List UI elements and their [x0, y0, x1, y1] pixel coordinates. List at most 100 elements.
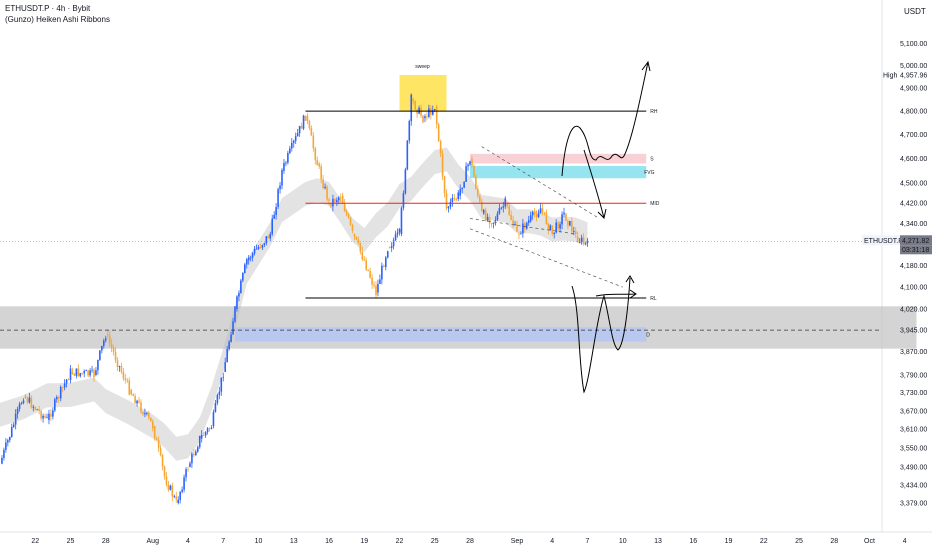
price-tick-label: 5,000.00 [900, 63, 927, 70]
price-tick-label: 3,670.00 [900, 408, 927, 415]
candle-body [349, 217, 352, 226]
candle-body [153, 426, 156, 439]
candle-body [302, 115, 305, 129]
candle-body [124, 378, 127, 380]
price-tick-label: 3,790.00 [900, 372, 927, 379]
candle-body [400, 207, 403, 234]
candle-body [48, 413, 50, 420]
candle-body [574, 231, 577, 235]
candle-body [541, 208, 544, 213]
candle-body [412, 99, 415, 102]
candle-body [388, 247, 391, 248]
candle-body [120, 366, 123, 372]
candle-body [10, 427, 13, 437]
candle-body [529, 215, 532, 222]
candle-body [504, 198, 507, 207]
candle-body [428, 108, 430, 117]
candle-body [551, 225, 554, 235]
candle-body [234, 306, 236, 322]
candle-body [498, 208, 501, 214]
candle-body [300, 125, 303, 129]
time-tick-label: 22 [31, 538, 39, 545]
candle-body [535, 214, 538, 217]
candle-body [185, 469, 187, 478]
candle-body [218, 391, 221, 395]
projection-arrow-right [595, 293, 637, 297]
candle-body [159, 447, 162, 456]
time-tick-label: 28 [102, 538, 110, 545]
indicator-title[interactable]: (Gunzo) Heiken Ashi Ribbons [5, 15, 110, 24]
candle-body [179, 491, 181, 500]
candle-body [95, 370, 97, 375]
candle-body [347, 214, 350, 218]
price-axis[interactable]: 5,100.00 5,000.00 4,900.00 4,800.00 4,700.00… [900, 41, 927, 507]
candle-body [138, 400, 140, 403]
candle-body [502, 206, 505, 208]
candle-body [67, 379, 70, 381]
candle-body [525, 222, 528, 229]
mid-label: MID [650, 201, 660, 207]
candle-body [32, 406, 35, 408]
candle-body [36, 409, 39, 411]
candle-body [341, 195, 344, 204]
time-tick-label: 25 [431, 538, 439, 545]
candle-body [281, 170, 283, 186]
range-low-label: RL [650, 296, 657, 302]
candle-body [582, 237, 585, 244]
candle-body [420, 107, 422, 116]
candle-body [73, 373, 76, 376]
candle-body [142, 411, 144, 415]
candle-body [20, 403, 23, 404]
candle-body [251, 253, 254, 258]
candle-body [402, 193, 405, 208]
candle-body [87, 370, 89, 376]
countdown-badge-bg [900, 245, 932, 255]
symbol-badge: ETHUSDT.P [864, 238, 903, 245]
candle-body [339, 197, 342, 199]
candles [1, 93, 589, 505]
candle-body [136, 400, 138, 404]
time-tick-label: 16 [325, 538, 333, 545]
candle-body [79, 373, 82, 377]
candle-body [424, 116, 426, 119]
time-axis[interactable]: 22 25 28 Aug 4 7 10 13 16 19 22 25 28 Sep 4 7 10 13 16 19 22… [31, 538, 906, 545]
candle-body [77, 368, 80, 377]
candle-body [189, 463, 191, 467]
last-price-badge: 4,271.82 [902, 238, 929, 245]
candle-body [527, 220, 530, 223]
symbol-badge-bg [862, 235, 900, 246]
candle-body [516, 224, 518, 232]
time-tick-label: 13 [654, 538, 662, 545]
candle-body [1, 457, 3, 464]
price-tick-label: 4,420.00 [900, 201, 927, 208]
candle-body [343, 203, 346, 212]
candle-body [283, 162, 285, 171]
channel-upper-line [481, 146, 600, 219]
candle-body [539, 208, 542, 214]
candle-body [118, 366, 121, 367]
candle-body [449, 202, 452, 207]
candle-body [52, 410, 54, 417]
candle-body [71, 371, 74, 374]
candle-body [104, 338, 107, 341]
candle-body [204, 431, 207, 436]
projection-bearish-path [571, 277, 631, 394]
candle-body [475, 176, 477, 189]
candle-body [586, 240, 589, 243]
candle-body [381, 265, 383, 280]
candle-body [576, 236, 579, 243]
currency-label[interactable]: USDT [904, 7, 926, 16]
time-tick-label: 22 [396, 538, 404, 545]
candle-body [93, 369, 95, 378]
candle-body [236, 296, 238, 310]
candle-body [494, 219, 497, 222]
candle-body [318, 163, 321, 167]
candle-body [44, 415, 46, 418]
projection-arrow-head-up [641, 60, 651, 72]
candle-body [304, 115, 307, 121]
candle-body [101, 345, 103, 351]
candle-body [257, 247, 260, 249]
symbol-title[interactable]: ETHUSDT.P · 4h · Bybit [5, 4, 91, 13]
price-badges: High 4,957.96 ETHUSDT.P 4,271.82 03:31:18 [862, 73, 932, 255]
